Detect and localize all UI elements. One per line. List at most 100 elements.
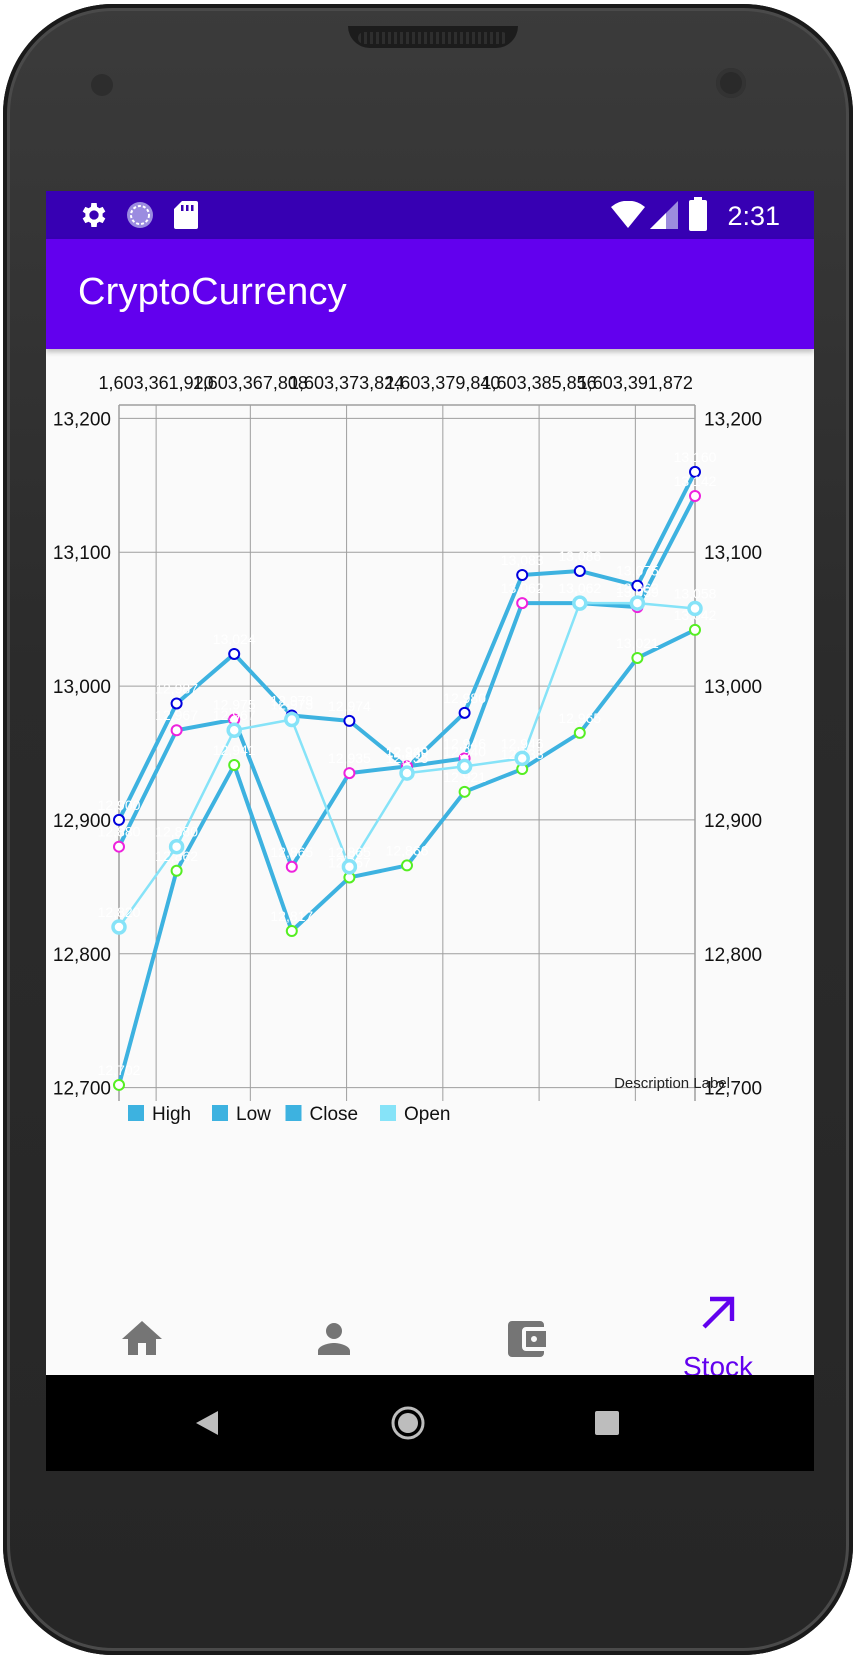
data-point-open: [687, 600, 703, 617]
legend-swatch-low: [212, 1105, 228, 1121]
data-label-open: 12,880: [155, 824, 198, 840]
data-label-high: 13,024: [213, 631, 256, 647]
legend-swatch-close: [285, 1105, 302, 1121]
data-label-open: 12,967: [213, 707, 256, 723]
data-point-low: [631, 651, 644, 664]
data-label-high: 12,987: [155, 680, 198, 696]
back-icon[interactable]: [194, 1409, 220, 1437]
signal-icon: [650, 201, 678, 229]
data-label-close: 12,967: [155, 707, 198, 723]
data-label-low: 12,862: [155, 848, 198, 864]
home-icon: [122, 1321, 162, 1355]
nav-profile[interactable]: [238, 1271, 430, 1406]
data-label-high: 12,978: [270, 693, 313, 709]
data-point-close: [113, 840, 125, 853]
data-point-open: [168, 838, 185, 855]
data-label-low: 12,941: [213, 742, 256, 758]
data-label-close: 13,062: [558, 580, 601, 596]
data-point-open: [226, 722, 242, 738]
x-tick-label-top: 1,603,367,808: [193, 373, 308, 393]
data-point-close: [689, 490, 701, 503]
data-point-close: [343, 767, 356, 780]
data-point-close: [516, 597, 529, 610]
x-tick-label-top: 1,603,373,824: [289, 373, 404, 393]
data-label-open: 12,946: [501, 735, 544, 751]
data-label-close: 13,142: [674, 473, 717, 489]
data-label-high: 13,075: [616, 563, 659, 579]
data-point-open: [514, 750, 530, 767]
y-tick-label-right: 13,200: [704, 409, 762, 430]
settings-icon: [82, 203, 106, 227]
app-bar: CryptoCurrency: [46, 239, 814, 349]
data-label-low: 12,817: [270, 908, 313, 924]
legend-label-high: High: [152, 1104, 191, 1125]
data-point-low: [113, 1078, 125, 1091]
data-label-open: 13,058: [674, 585, 717, 601]
data-point-high: [170, 697, 183, 710]
y-tick-label-left: 12,900: [53, 811, 111, 832]
trending-up-icon: [702, 1296, 735, 1329]
nav-home[interactable]: [46, 1271, 238, 1406]
data-label-close: 12,935: [328, 750, 371, 766]
data-label-open: 12,820: [98, 904, 141, 920]
data-label-close: 13,059: [616, 584, 659, 600]
data-point-low: [285, 925, 298, 938]
data-label-high: 12,939: [386, 745, 429, 761]
data-label-close: 12,946: [443, 735, 486, 751]
chart-grid: [119, 405, 695, 1101]
data-label-high: 12,900: [98, 797, 141, 813]
data-point-high: [573, 564, 586, 577]
y-tick-label-left: 12,800: [53, 945, 111, 966]
home-circle-icon[interactable]: [390, 1405, 426, 1441]
description-label: Description Label: [614, 1075, 730, 1092]
data-label-high: 12,974: [328, 698, 371, 714]
chart-axes: 13,200 13,200 13,100 13,100 13,000 13,000 12,9…: [53, 373, 762, 1101]
x-tick-label-top: 1,603,391,872: [578, 373, 693, 393]
nav-wallet[interactable]: [430, 1271, 622, 1406]
legend-swatch-open: [380, 1105, 396, 1121]
status-bar: 2:31: [46, 191, 814, 239]
speaker-grill: [358, 32, 508, 44]
y-tick-label-right: 13,000: [704, 677, 762, 698]
y-tick-label-left: 13,000: [53, 677, 111, 698]
person-icon: [318, 1323, 350, 1355]
data-point-high: [228, 647, 241, 660]
data-point-high: [631, 579, 644, 592]
data-point-open: [572, 595, 588, 611]
data-label-open: 12,865: [328, 844, 371, 860]
screen: 2:31 CryptoCurrency 13,200 13,200 13,100 13…: [46, 191, 814, 1471]
front-camera: [716, 68, 746, 98]
line-chart[interactable]: 13,200 13,200 13,100 13,100 13,000 13,000 12,9…: [46, 351, 814, 1171]
data-label-high: 12,980: [443, 690, 486, 706]
data-label-close: 12,865: [270, 844, 313, 860]
wifi-icon: [611, 201, 645, 228]
x-tick-label-top: 1,603,361,920: [99, 373, 214, 393]
data-label-high: 13,160: [674, 449, 717, 465]
data-label-low: 12,702: [98, 1062, 141, 1078]
data-point-low: [228, 759, 241, 772]
recents-icon[interactable]: [594, 1410, 620, 1436]
data-point-low: [401, 859, 413, 872]
data-label-close: 12,940: [386, 743, 429, 759]
data-point-high: [113, 813, 125, 826]
data-point-open: [284, 711, 300, 728]
status-clock: 2:31: [727, 201, 780, 231]
data-point-high: [343, 714, 356, 727]
data-label-open: 12,935: [386, 750, 429, 766]
phone-frame: 2:31 CryptoCurrency 13,200 13,200 13,100 13…: [3, 4, 853, 1655]
data-point-low: [573, 726, 586, 739]
sync-icon: [127, 202, 153, 228]
data-label-low: 12,866: [386, 842, 429, 858]
data-label-low: 13,021: [616, 635, 659, 651]
legend-label-low: Low: [236, 1104, 271, 1125]
data-label-close: 12,975: [213, 697, 256, 713]
data-label-open: 13,062: [616, 580, 659, 596]
data-label-open: 12,975: [270, 697, 313, 713]
legend-label-open: Open: [404, 1104, 450, 1125]
x-tick-label-top: 1,603,379,840: [385, 373, 500, 393]
data-label-high: 13,086: [558, 548, 601, 564]
data-point-open: [629, 595, 646, 611]
chart-legend: High Low Close Open: [128, 1104, 450, 1125]
data-label-high: 13,083: [501, 552, 544, 568]
